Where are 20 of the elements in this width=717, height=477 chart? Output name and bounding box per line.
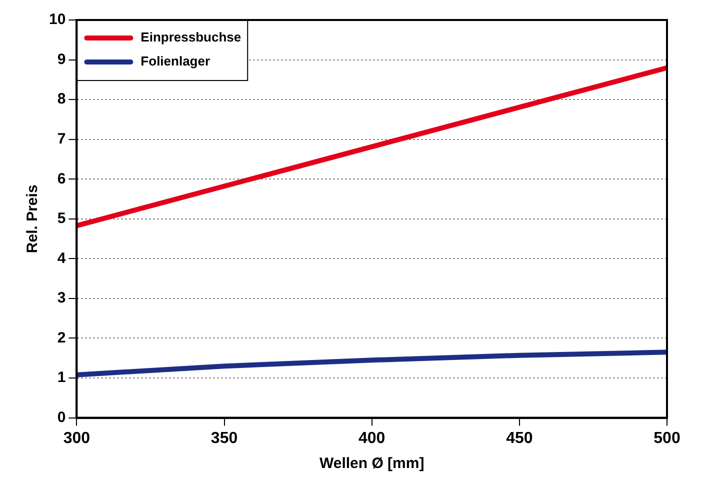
legend-label: Folienlager: [140, 54, 210, 69]
legend-label: Einpressbuchse: [140, 30, 242, 45]
x-axis-title: Wellen Ø [mm]: [319, 455, 424, 472]
y-tick-label: 9: [57, 50, 66, 68]
x-tick-label: 350: [210, 430, 238, 447]
y-tick-label: 6: [57, 170, 66, 188]
x-tick-label: 500: [654, 430, 680, 447]
y-tick-label: 1: [57, 369, 66, 386]
y-tick-label: 8: [57, 90, 66, 108]
x-tick-label: 400: [358, 430, 386, 447]
y-tick-label: 7: [57, 130, 66, 148]
x-tick-label: 450: [506, 430, 533, 447]
y-tick-label: 2: [57, 329, 66, 346]
y-tick-label: 5: [57, 210, 66, 228]
y-tick-label: 4: [57, 250, 66, 267]
y-tick-label: 10: [48, 11, 66, 28]
y-axis-title: Rel. Preis: [24, 184, 42, 254]
x-tick-label: 300: [63, 430, 90, 447]
y-tick-label: 0: [57, 408, 66, 426]
y-tick-label: 3: [57, 290, 66, 307]
